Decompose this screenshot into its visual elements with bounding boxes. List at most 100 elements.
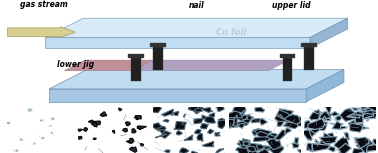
Polygon shape [137,126,147,130]
Polygon shape [180,148,189,153]
Polygon shape [292,143,299,148]
Polygon shape [233,115,248,121]
FancyBboxPatch shape [282,56,292,81]
Polygon shape [304,130,316,136]
Polygon shape [155,134,166,138]
Polygon shape [251,119,262,123]
Polygon shape [134,115,141,119]
Polygon shape [232,103,246,113]
Polygon shape [319,112,332,119]
Text: lower jig: lower jig [57,60,94,69]
Text: Cu foil: Cu foil [215,28,246,37]
Polygon shape [161,109,174,116]
Polygon shape [363,104,378,112]
Polygon shape [337,143,352,153]
Polygon shape [323,118,330,121]
Circle shape [16,150,18,151]
FancyBboxPatch shape [305,45,314,70]
Polygon shape [308,118,325,129]
Polygon shape [314,139,320,143]
Polygon shape [257,149,270,153]
Polygon shape [79,136,82,139]
Polygon shape [326,133,335,142]
Polygon shape [243,142,249,146]
Polygon shape [135,116,140,120]
Polygon shape [149,105,161,113]
Polygon shape [359,110,378,119]
Polygon shape [363,113,374,119]
Polygon shape [366,118,369,121]
Polygon shape [274,130,287,140]
Polygon shape [348,119,364,129]
Polygon shape [237,120,249,127]
Polygon shape [126,140,133,143]
Polygon shape [307,143,312,152]
Circle shape [34,143,35,144]
Polygon shape [239,140,249,146]
Polygon shape [284,114,301,124]
Polygon shape [200,123,208,129]
Polygon shape [208,129,214,134]
Polygon shape [259,118,268,125]
Polygon shape [319,112,331,119]
Polygon shape [93,138,96,139]
FancyBboxPatch shape [302,43,317,47]
Polygon shape [268,146,284,153]
FancyBboxPatch shape [153,45,163,70]
Polygon shape [358,126,369,130]
Polygon shape [332,121,343,129]
Polygon shape [252,128,259,135]
Polygon shape [266,138,281,150]
FancyBboxPatch shape [279,54,295,58]
Polygon shape [359,109,378,119]
Polygon shape [195,109,199,112]
Polygon shape [319,137,337,144]
Polygon shape [130,138,134,144]
Polygon shape [164,150,170,153]
Polygon shape [331,111,339,116]
Polygon shape [216,149,224,153]
Polygon shape [306,70,344,102]
Polygon shape [225,119,238,128]
Circle shape [8,122,9,124]
Polygon shape [349,115,360,118]
Polygon shape [45,37,310,48]
Polygon shape [338,126,347,130]
Polygon shape [366,144,378,151]
Text: gas stream: gas stream [20,0,67,9]
Polygon shape [323,116,327,120]
Polygon shape [334,137,349,150]
Polygon shape [64,60,153,71]
Polygon shape [260,146,273,151]
Polygon shape [319,124,327,131]
Polygon shape [202,115,214,120]
Polygon shape [197,134,203,141]
Polygon shape [158,125,166,131]
Polygon shape [218,118,226,125]
Polygon shape [354,121,363,124]
Polygon shape [122,128,128,132]
Polygon shape [310,18,348,48]
Circle shape [51,132,52,133]
Polygon shape [84,128,88,131]
Polygon shape [361,106,370,110]
Circle shape [52,118,54,119]
Polygon shape [237,109,245,116]
Polygon shape [284,128,291,134]
Polygon shape [355,115,363,123]
Polygon shape [160,131,171,138]
Polygon shape [235,147,249,153]
Circle shape [28,109,31,111]
Polygon shape [277,115,284,119]
Text: nail: nail [189,1,204,10]
Polygon shape [292,119,305,126]
Polygon shape [275,110,290,121]
Polygon shape [255,107,265,112]
Polygon shape [78,129,83,132]
Polygon shape [112,130,115,133]
Polygon shape [209,113,215,117]
Polygon shape [279,109,294,118]
Polygon shape [277,113,290,122]
Polygon shape [312,144,331,151]
Polygon shape [304,121,314,129]
